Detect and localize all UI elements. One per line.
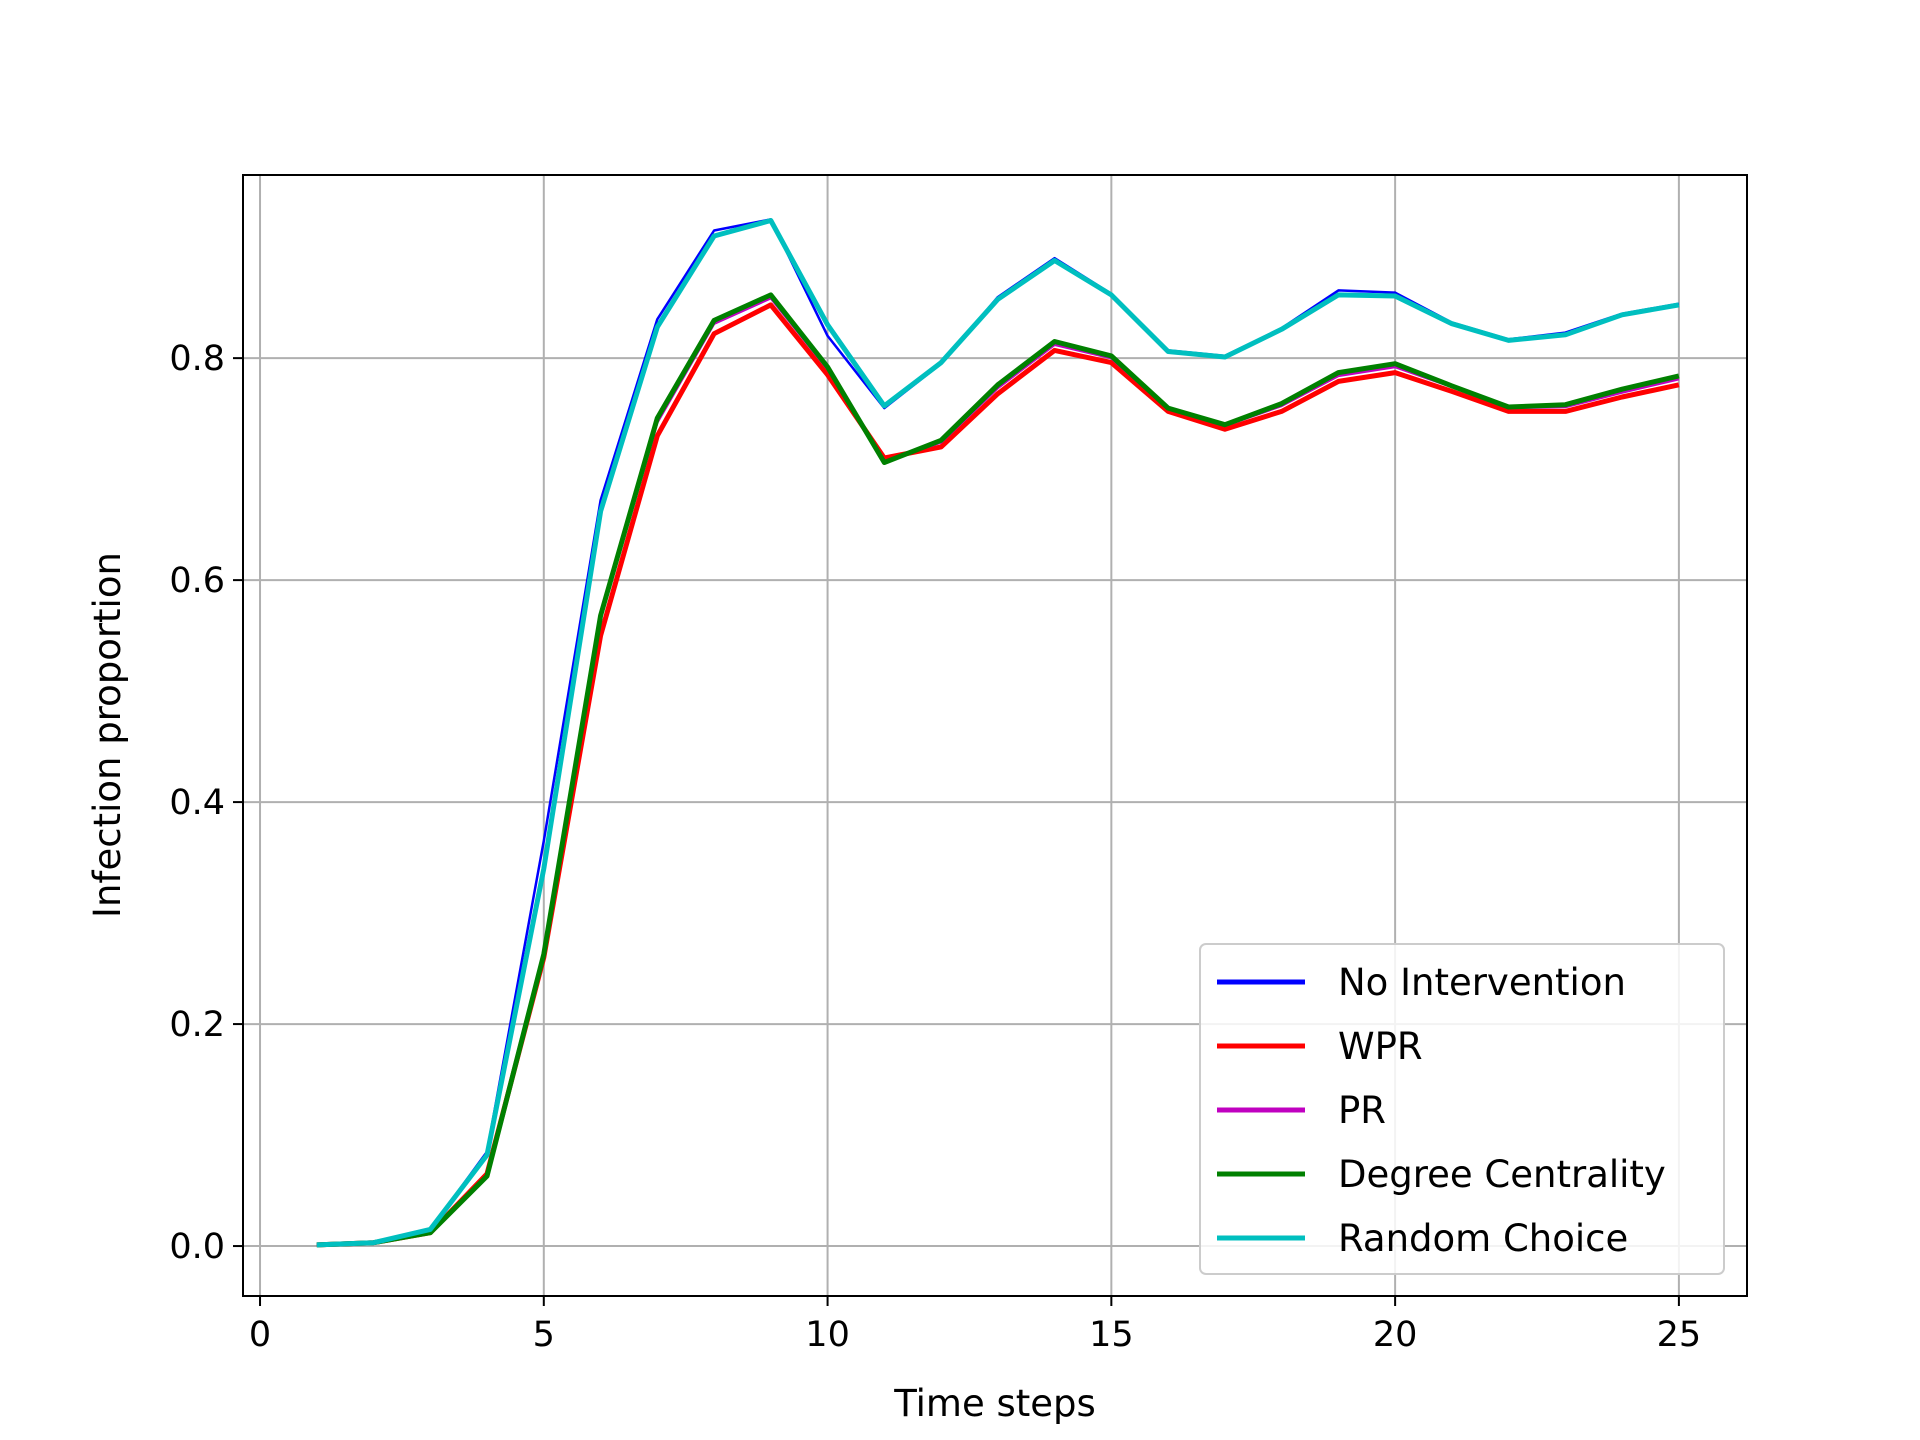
y-axis-label: Infection proportion: [86, 552, 129, 918]
x-tick-label: 5: [533, 1315, 555, 1355]
y-axis-ticks: 0.0 0.2 0.4 0.6 0.8: [169, 339, 243, 1267]
series-lines: [316, 218, 1680, 1248]
legend-box: [1199, 943, 1725, 1275]
y-tick-label: 0.2: [169, 1005, 225, 1045]
grid-lines: [243, 175, 1747, 1296]
x-tick-label: 20: [1373, 1315, 1418, 1355]
legend-label: No Intervention: [1338, 961, 1626, 1004]
legend-label: WPR: [1338, 1025, 1423, 1068]
x-axis-label: Time steps: [893, 1382, 1096, 1425]
legend-label: Random Choice: [1338, 1217, 1628, 1260]
y-tick-label: 0.4: [169, 783, 225, 823]
x-tick-label: 15: [1089, 1315, 1134, 1355]
legend-label: Degree Centrality: [1338, 1153, 1666, 1196]
legend-label: PR: [1338, 1089, 1386, 1132]
legend: No Intervention WPR PR Degree Centrality Ran…: [1199, 943, 1725, 1275]
y-tick-label: 0.6: [169, 561, 225, 601]
x-tick-label: 0: [249, 1315, 271, 1355]
x-axis-ticks: 0 5 10 15 20 25: [249, 1296, 1701, 1355]
x-tick-label: 10: [805, 1315, 850, 1355]
series-line: [316, 292, 1680, 1248]
series-line: [316, 218, 1680, 1248]
plot-frame: [242, 174, 1748, 1297]
y-tick-label: 0.8: [169, 339, 225, 379]
x-tick-label: 25: [1657, 1315, 1702, 1355]
y-tick-label: 0.0: [169, 1227, 225, 1267]
